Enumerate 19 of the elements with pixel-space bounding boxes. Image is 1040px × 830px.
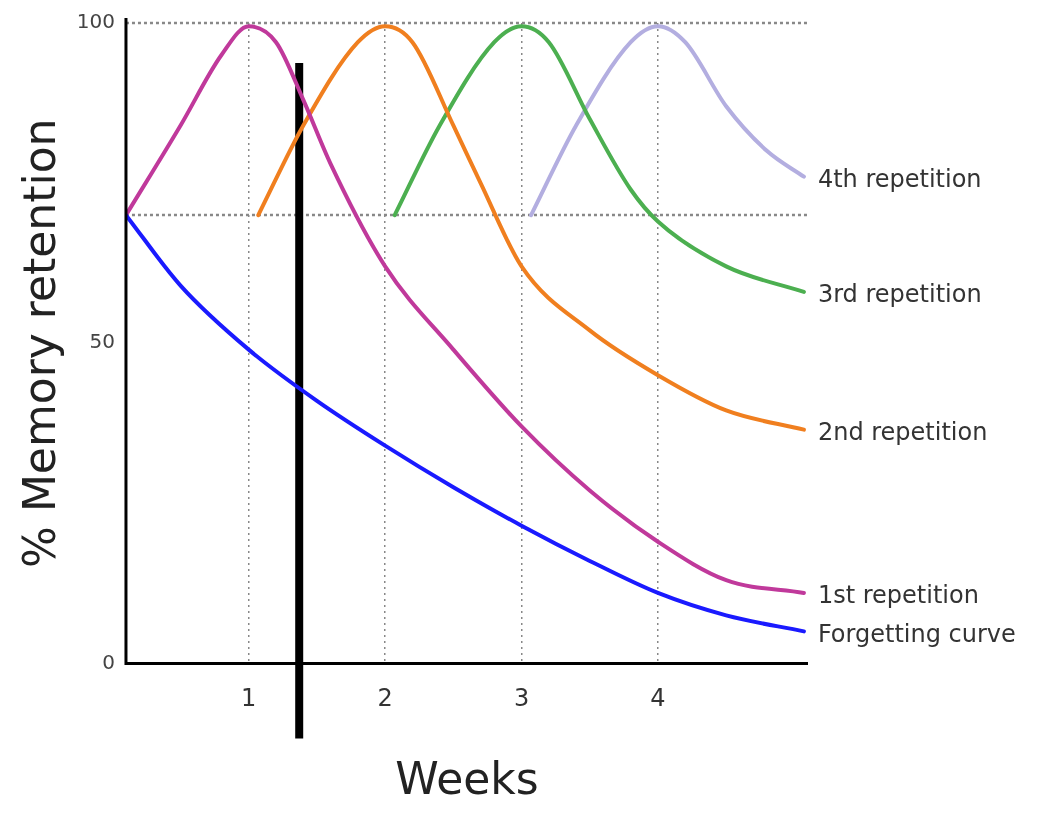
series-label: 3rd repetition: [817, 280, 982, 309]
x-tick-label: 2: [377, 684, 393, 713]
x-tick-label: 3: [513, 684, 530, 713]
y-tick-label: 50: [89, 329, 115, 354]
line-series: [256, 24, 806, 432]
x-tick-label: 4: [650, 684, 666, 713]
x-axis-title: Weeks: [395, 753, 539, 805]
y-tick-label: 100: [76, 9, 115, 34]
y-axis-title: % Memory retention: [13, 118, 65, 568]
line-series: [125, 24, 806, 595]
series-label: Forgetting curve: [817, 619, 1016, 648]
series-label: 4th repetition: [817, 164, 982, 193]
line-series: [392, 24, 806, 294]
series-label: 2nd repetition: [817, 417, 988, 446]
x-tick-label: 1: [241, 684, 257, 713]
line-series: [125, 213, 806, 634]
y-tick-label: 0: [102, 649, 115, 674]
line-series: [529, 24, 806, 218]
series-label: 1st repetition: [817, 581, 979, 610]
